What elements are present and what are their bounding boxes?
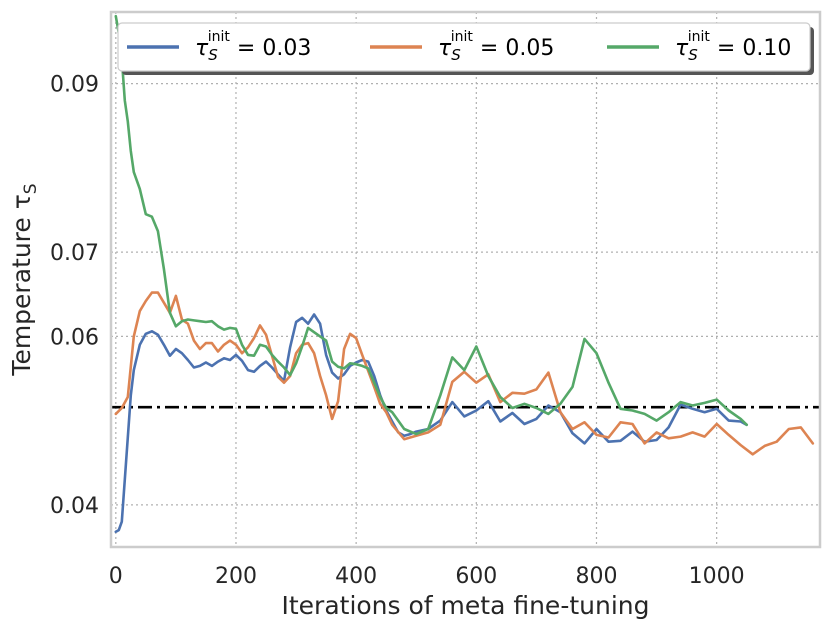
legend-sub: S xyxy=(451,46,461,64)
series-line-2 xyxy=(114,14,749,436)
y-tick-label: 0.06 xyxy=(50,325,99,350)
y-tick-label: 0.07 xyxy=(50,241,99,266)
grid xyxy=(111,12,820,547)
legend-box xyxy=(117,22,811,72)
x-tick-labels: 0 200 400 600 800 1000 xyxy=(109,564,745,589)
legend-symbol: τ xyxy=(675,36,689,61)
legend-symbol: τ xyxy=(195,36,209,61)
legend-label-1: τSinit = 0.05 xyxy=(438,29,554,64)
legend: τSinit = 0.03 τSinit = 0.05 τSinit = 0.10 xyxy=(117,22,814,75)
y-tick-label: 0.04 xyxy=(50,494,99,519)
x-tick-label: 200 xyxy=(215,564,257,589)
legend-sup: init xyxy=(208,29,231,45)
y-axis-title: Temperature τS xyxy=(7,183,41,376)
legend-symbol: τ xyxy=(438,36,452,61)
y-axis-title-sub: S xyxy=(21,183,41,194)
legend-sup: init xyxy=(451,29,474,45)
series-lines xyxy=(114,14,815,534)
x-tick-label: 400 xyxy=(335,564,377,589)
x-tick-label: 0 xyxy=(109,564,123,589)
y-tick-labels: 0.04 0.06 0.07 0.09 xyxy=(50,73,99,519)
legend-entries: τSinit = 0.03 τSinit = 0.05 τSinit = 0.10 xyxy=(127,29,791,64)
x-tick-label: 800 xyxy=(575,564,617,589)
legend-value: = 0.03 xyxy=(230,36,311,61)
plot-frame xyxy=(109,10,822,549)
y-tick-label: 0.09 xyxy=(50,73,99,98)
x-axis-title: Iterations of meta fine-tuning xyxy=(281,591,649,620)
x-tick-label: 1000 xyxy=(689,564,745,589)
legend-value: = 0.10 xyxy=(710,36,791,61)
legend-label-0: τSinit = 0.03 xyxy=(195,29,311,64)
legend-label-2: τSinit = 0.10 xyxy=(675,29,791,64)
legend-sub: S xyxy=(688,46,698,64)
y-axis-title-main: Temperature τ xyxy=(7,194,36,376)
legend-sub: S xyxy=(208,46,218,64)
legend-value: = 0.05 xyxy=(473,36,554,61)
x-tick-label: 600 xyxy=(455,564,497,589)
series-line-1 xyxy=(114,291,815,456)
legend-sup: init xyxy=(688,29,711,45)
